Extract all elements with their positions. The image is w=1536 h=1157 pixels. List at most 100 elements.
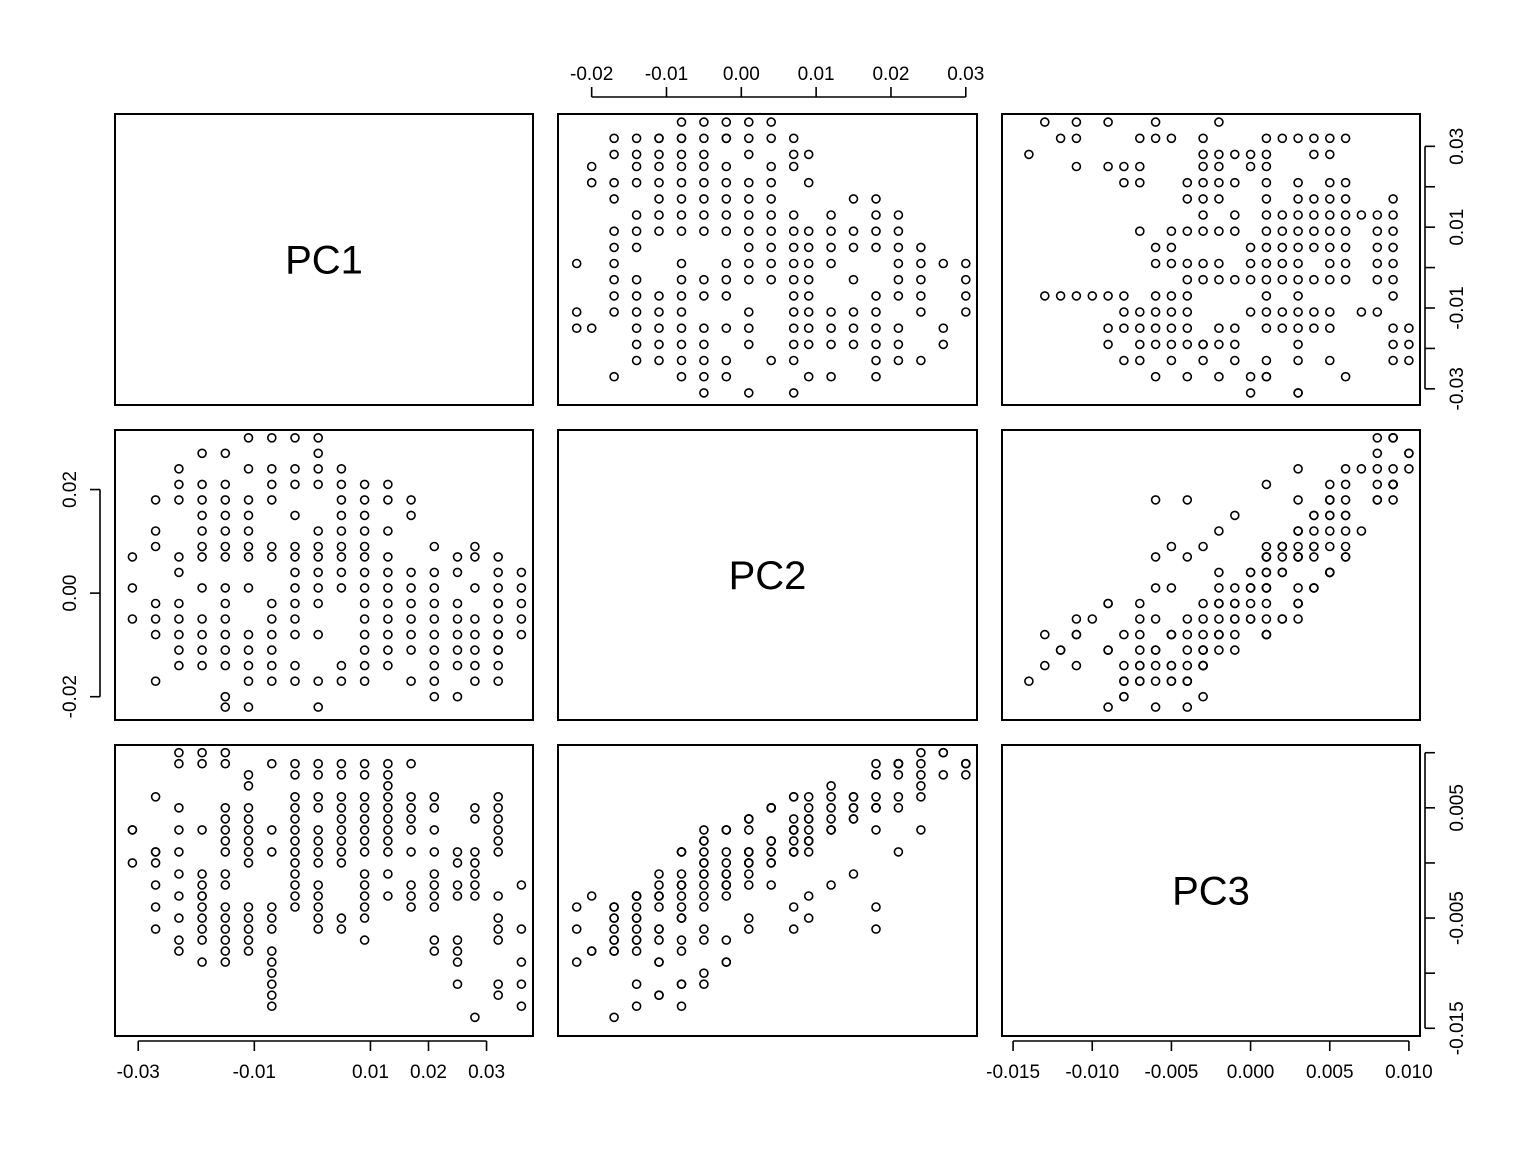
point-pc3-vs-pc2-168 — [609, 1012, 619, 1023]
point-pc2-vs-pc1-63 — [266, 495, 277, 505]
point-pc2-vs-pc1-114 — [359, 552, 370, 562]
point-pc3-vs-pc2-113 — [803, 814, 814, 824]
point-pc2-vs-pc1-123 — [383, 479, 393, 490]
point-pc3-vs-pc2-39 — [743, 869, 754, 879]
point-pc2-vs-pc1-18 — [174, 645, 184, 655]
point-pc2-vs-pc1-77 — [290, 552, 300, 562]
pc1-y-axis-tick-label-0: -0.03 — [1447, 367, 1468, 410]
point-pc2-vs-pc3-56 — [1150, 645, 1161, 655]
point-pc2-vs-pc1-14 — [174, 567, 184, 578]
point-pc1-vs-pc2-52 — [803, 307, 814, 317]
point-pc1-vs-pc2-101 — [848, 242, 859, 253]
point-pc2-vs-pc1-121 — [359, 660, 370, 671]
point-pc2-vs-pc3-39 — [1230, 583, 1240, 593]
point-pc3-vs-pc2-93 — [743, 880, 754, 890]
pc2-x-axis-tick-label-3: 0.01 — [798, 64, 835, 85]
point-pc2-vs-pc3-26 — [1182, 552, 1193, 562]
point-pc1-vs-pc2-59 — [571, 307, 582, 317]
point-pc1-vs-pc2-31 — [631, 339, 642, 350]
point-pc2-vs-pc1-25 — [197, 541, 207, 552]
point-pc1-vs-pc3-55 — [1166, 307, 1177, 317]
point-pc1-vs-pc3-69 — [1055, 291, 1066, 301]
point-pc1-vs-pc2-99 — [893, 242, 904, 253]
point-pc1-vs-pc2-151 — [609, 177, 619, 188]
point-pc3-vs-pc2-115 — [766, 836, 777, 846]
point-pc1-vs-pc2-168 — [609, 149, 619, 160]
point-pc1-vs-pc2-103 — [803, 242, 814, 253]
point-pc1-vs-pc2-131 — [676, 210, 687, 220]
point-pc3-vs-pc2-4 — [826, 791, 836, 802]
point-pc1-vs-pc3-148 — [1214, 177, 1224, 188]
point-pc2-vs-pc1-5 — [150, 541, 161, 552]
point-pc3-vs-pc1-36 — [220, 825, 231, 835]
panel-pc2-pc1 — [114, 429, 534, 721]
point-pc1-vs-pc2-65 — [788, 291, 799, 301]
point-pc3-vs-pc2-71 — [609, 946, 619, 956]
point-pc1-vs-pc3-36 — [1293, 323, 1303, 334]
point-pc1-vs-pc3-112 — [1325, 226, 1335, 236]
point-pc2-vs-pc1-120 — [359, 645, 370, 655]
point-pc3-vs-pc1-118 — [359, 880, 370, 890]
point-pc2-vs-pc3-49 — [1325, 495, 1335, 505]
point-pc1-vs-pc2-155 — [721, 161, 732, 172]
point-pc3-vs-pc1-54 — [243, 858, 254, 868]
point-pc3-vs-pc1-131 — [383, 847, 393, 857]
point-pc2-vs-pc1-158 — [452, 645, 463, 655]
point-pc3-vs-pc2-185 — [676, 1001, 687, 1012]
point-pc2-vs-pc1-140 — [406, 629, 416, 640]
point-pc2-vs-pc1-127 — [383, 567, 393, 578]
point-pc1-vs-pc3-2 — [1293, 388, 1303, 398]
point-pc3-vs-pc2-70 — [631, 1001, 642, 1012]
point-pc1-vs-pc3-134 — [1388, 194, 1398, 204]
point-pc3-vs-pc2-29 — [676, 935, 687, 945]
point-pc3-vs-pc1-115 — [359, 836, 370, 846]
pc2-y-axis-tick-label-0: -0.02 — [60, 675, 81, 718]
point-pc3-vs-pc2-85 — [960, 758, 971, 769]
point-pc2-vs-pc1-96 — [313, 676, 324, 687]
point-pc1-vs-pc2-100 — [871, 242, 881, 253]
point-pc2-vs-pc1-134 — [406, 495, 416, 505]
point-pc2-vs-pc1-32 — [220, 448, 231, 459]
point-pc2-vs-pc1-160 — [452, 691, 463, 702]
point-pc3-vs-pc1-66 — [266, 957, 277, 967]
point-pc1-vs-pc2-110 — [871, 226, 881, 236]
point-pc3-vs-pc1-138 — [406, 825, 416, 835]
point-pc2-vs-pc1-54 — [243, 583, 254, 593]
point-pc3-vs-pc2-178 — [721, 935, 732, 945]
point-pc3-vs-pc1-81 — [290, 869, 300, 879]
point-pc3-vs-pc1-76 — [290, 814, 300, 824]
point-pc1-vs-pc3-101 — [1325, 242, 1335, 253]
pc1-x-axis-tick-label-0: -0.03 — [117, 1062, 160, 1083]
point-pc3-vs-pc1-130 — [383, 836, 393, 846]
point-pc1-vs-pc2-128 — [743, 210, 754, 220]
point-pc3-vs-pc2-80 — [721, 858, 732, 868]
point-pc1-vs-pc2-130 — [699, 210, 709, 220]
point-pc1-vs-pc2-132 — [654, 210, 664, 220]
point-pc1-vs-pc3-159 — [1071, 161, 1082, 172]
point-pc1-vs-pc2-144 — [766, 177, 777, 188]
point-pc3-vs-pc1-119 — [359, 891, 370, 901]
point-pc1-vs-pc3-89 — [1293, 258, 1303, 269]
point-pc2-vs-pc3-163 — [1261, 583, 1272, 593]
point-pc1-vs-pc3-171 — [1309, 133, 1319, 144]
point-pc3-vs-pc1-164 — [470, 858, 480, 868]
point-pc3-vs-pc2-173 — [699, 836, 709, 846]
point-pc1-vs-pc3-84 — [1182, 274, 1193, 285]
point-pc2-vs-pc1-43 — [220, 645, 231, 655]
point-pc1-vs-pc2-178 — [721, 133, 732, 144]
point-pc2-vs-pc3-170 — [1325, 567, 1335, 578]
point-pc2-vs-pc3-41 — [1182, 614, 1193, 624]
point-pc2-vs-pc1-40 — [220, 598, 231, 609]
point-pc1-vs-pc3-80 — [1245, 274, 1256, 285]
point-pc2-vs-pc1-151 — [429, 676, 440, 687]
point-pc3-vs-pc1-96 — [313, 913, 324, 923]
point-pc3-vs-pc1-157 — [452, 946, 463, 956]
pc3-x-axis-tick-label-1: -0.010 — [1065, 1062, 1119, 1083]
point-pc2-vs-pc3-182 — [1150, 583, 1161, 593]
point-pc1-vs-pc3-109 — [1388, 226, 1398, 236]
point-pc3-vs-pc1-33 — [220, 758, 231, 769]
point-pc3-vs-pc2-125 — [826, 780, 836, 791]
point-pc3-vs-pc2-159 — [631, 979, 642, 990]
point-pc1-vs-pc3-181 — [1214, 117, 1224, 127]
point-pc2-vs-pc1-69 — [266, 645, 277, 655]
